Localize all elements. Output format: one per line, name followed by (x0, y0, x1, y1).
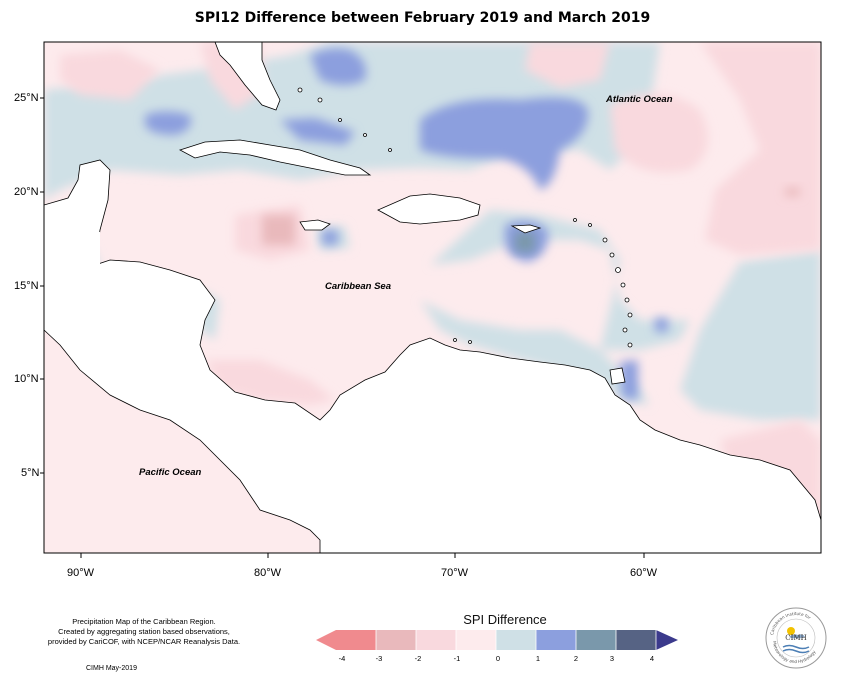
lon-label-80w: 80°W (254, 567, 282, 579)
field-positive2-cuba-n (145, 111, 191, 135)
field-negative2-east (785, 188, 800, 196)
legend-tick-n2: -2 (414, 654, 422, 663)
cuba-land (178, 139, 372, 176)
trinidad-land (609, 367, 626, 385)
lon-label-60w: 60°W (630, 567, 658, 579)
legend-swatch-p1 (536, 630, 576, 650)
map-frame (43, 41, 822, 554)
lat-label-25n: 25°N (14, 92, 39, 104)
logo-text: CIMH (785, 634, 807, 642)
jamaica-land (299, 219, 331, 231)
field-positive-north (44, 42, 660, 200)
legend-tick-p1: 1 (535, 654, 541, 663)
field-negative-atlantic-east (700, 42, 821, 255)
credits-line-2: Created by aggregating station based obs… (58, 627, 230, 636)
field-positive3-pr (515, 232, 535, 252)
label-caribbean-sea: Caribbean Sea (325, 281, 391, 292)
credits-date: CIMH May-2019 (86, 665, 137, 672)
map-title: SPI12 Difference between February 2019 a… (194, 10, 651, 26)
lesser-antilles (297, 87, 633, 348)
legend-tick-p2: 2 (573, 654, 579, 663)
central-america-land (44, 159, 821, 553)
lon-label-70w: 70°W (441, 567, 469, 579)
field-negative-topleft (60, 50, 160, 100)
field-negative2-jamaica (262, 215, 295, 245)
lon-label-90w: 90°W (67, 567, 95, 579)
legend-swatch-n1 (456, 630, 496, 650)
field-positive2-atlantic (420, 97, 589, 190)
legend-swatch-n4 (336, 630, 376, 650)
legend-swatch-p0 (496, 630, 536, 650)
legend-swatch-p2 (576, 630, 616, 650)
credits-line-1: Precipitation Map of the Caribbean Regio… (72, 617, 216, 626)
legend-tick-p4: 4 (649, 654, 655, 663)
yucatan-land (60, 230, 100, 270)
spi-field (44, 42, 821, 553)
credits-line-3: provided by CariCOF, with NCEP/NCAR Rean… (47, 637, 241, 646)
field-negative-atlantic-oval (610, 93, 708, 173)
legend-tick-0: 0 (495, 654, 501, 663)
legend-tick-p3: 3 (609, 654, 615, 663)
legend-swatch-p3 (616, 630, 656, 650)
legend-colorbar (316, 630, 678, 650)
label-pacific-ocean: Pacific Ocean (139, 467, 202, 478)
wave-icon (782, 644, 810, 650)
lat-label-5n: 5°N (21, 467, 40, 479)
hispaniola-land (377, 193, 481, 225)
field-positive2-jamaica (322, 230, 338, 245)
lat-label-10n: 10°N (14, 373, 39, 385)
field-negative-sargasso (525, 42, 610, 88)
field-positive2-bahamas-s (280, 118, 355, 145)
legend-tick-n4: -4 (338, 654, 346, 663)
field-positive-east (680, 250, 821, 420)
field-positive2-trinidad (620, 360, 638, 400)
legend-swatch-n2 (416, 630, 456, 650)
legend-title: SPI Difference (463, 612, 547, 627)
puerto-rico-land (510, 224, 542, 234)
axis-ticks (40, 97, 645, 558)
credits-block: Precipitation Map of the Caribbean Regio… (14, 617, 274, 647)
florida-land (214, 42, 281, 111)
legend-swatch-n3 (376, 630, 416, 650)
legend-arrow-left (316, 630, 336, 650)
field-positive2-bahamas (310, 48, 366, 85)
legend-tick-n1: -1 (453, 654, 461, 663)
cloud-icon (789, 634, 805, 639)
legend-tick-n3: -3 (375, 654, 383, 663)
legend-arrow-right (656, 630, 678, 650)
cimh-logo: Caribbean Institute for Meteorology and … (765, 607, 827, 669)
sun-icon (787, 627, 795, 635)
field-positive2-grenada (655, 318, 668, 332)
lat-label-20n: 20°N (14, 186, 39, 198)
land-masses (44, 42, 821, 553)
lat-label-15n: 15°N (14, 280, 39, 292)
label-atlantic-ocean: Atlantic Ocean (606, 94, 673, 105)
